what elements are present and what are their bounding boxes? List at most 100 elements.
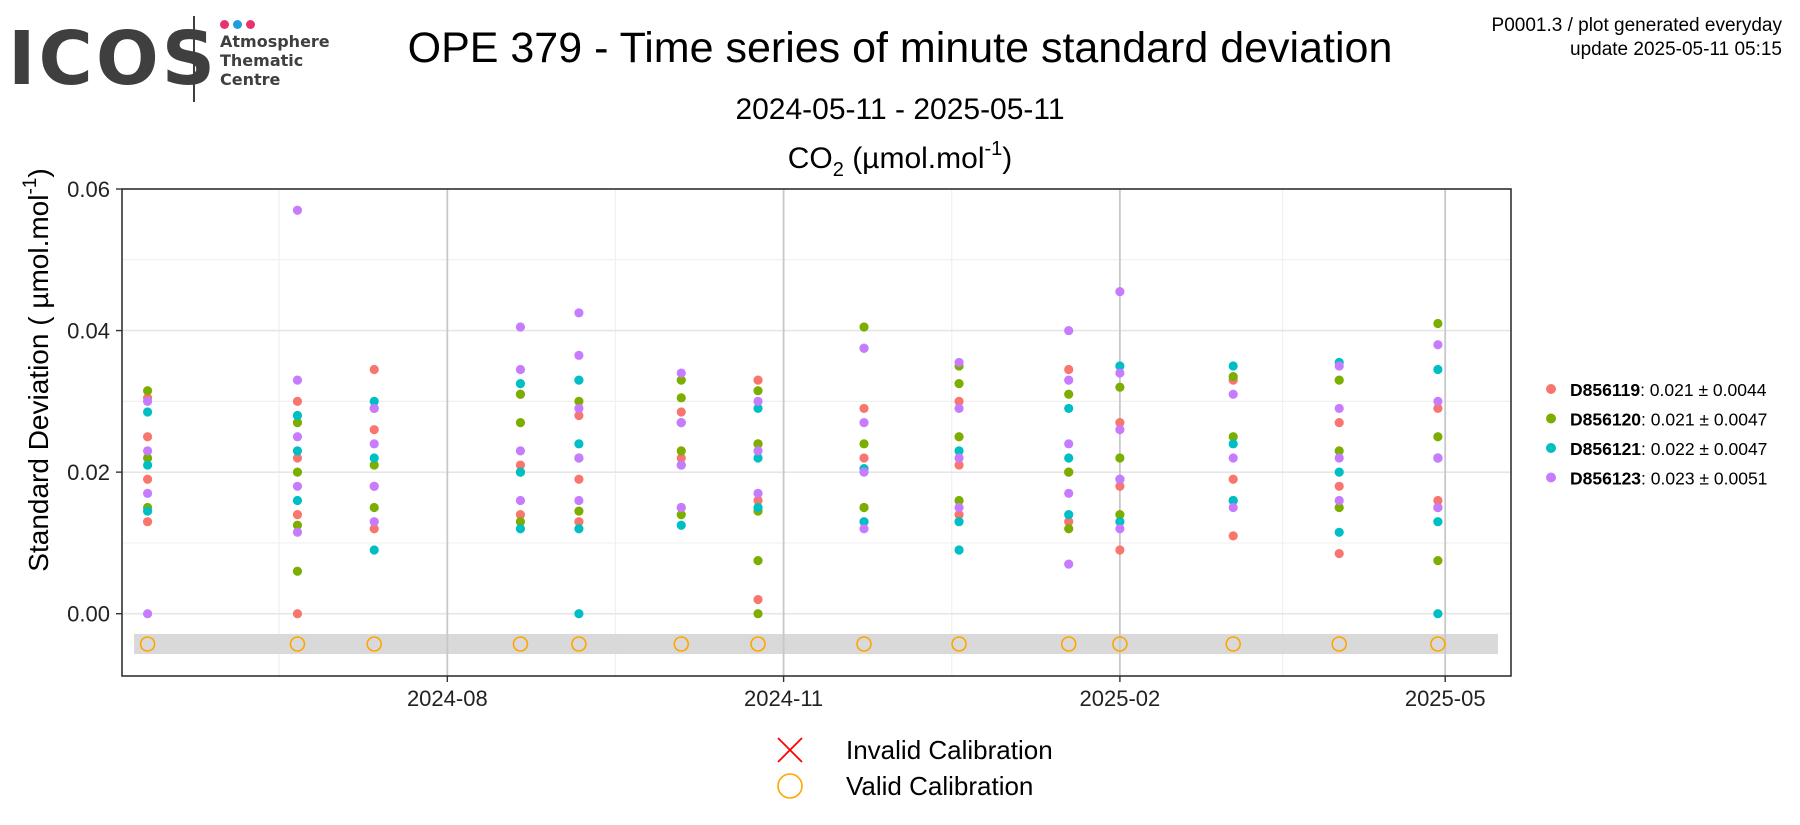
data-point-d856119 — [142, 517, 153, 527]
data-point-d856119 — [954, 510, 964, 520]
valid-calibration-key: Valid Calibration — [777, 771, 1033, 801]
data-point-d856121 — [753, 403, 763, 414]
icos-logo: ICOS Atmosphere Thematic Centre — [8, 14, 338, 106]
data-point-d856119 — [292, 609, 303, 619]
y-axis-title: Standard Deviation ( µmol.mol-1) — [20, 168, 54, 571]
chart-title-unit-sup: -1 — [984, 138, 1002, 160]
data-point-d856123 — [676, 502, 686, 513]
data-point-d856119 — [292, 453, 303, 463]
data-point-d856120 — [1228, 432, 1238, 442]
data-point-d856123 — [515, 364, 526, 375]
data-point-d856123 — [1228, 453, 1238, 463]
valid-calibration-marker — [571, 636, 587, 652]
data-point-d856121 — [292, 495, 303, 506]
data-point-d856120 — [1115, 382, 1125, 392]
data-point-d856120 — [954, 379, 964, 389]
data-point-d856121 — [859, 517, 869, 527]
data-point-d856123 — [1115, 474, 1125, 484]
valid-calibration-marker — [512, 636, 529, 652]
data-point-d856119 — [1064, 517, 1074, 527]
data-point-d856123 — [574, 453, 584, 463]
data-point-d856121 — [515, 379, 526, 389]
y-tick-label: 0.00 — [67, 602, 110, 627]
data-point-d856123 — [859, 467, 869, 477]
data-point-d856121 — [1228, 495, 1238, 506]
data-point-d856123 — [859, 343, 869, 353]
data-point-d856120 — [515, 389, 526, 399]
data-point-d856123 — [574, 495, 584, 506]
y-axis-title-main: Standard Deviation ( µmol.mol — [23, 195, 54, 572]
calibration-legend: Invalid Calibration Valid Calibration — [777, 735, 1053, 801]
data-point-d856123 — [369, 439, 379, 449]
data-point-d856120 — [142, 453, 153, 463]
data-point-d856121 — [142, 407, 153, 417]
data-point-d856119 — [142, 432, 153, 442]
data-point-d856123 — [753, 396, 763, 406]
plot-border — [121, 188, 1512, 677]
data-point-d856120 — [574, 506, 584, 516]
data-point-d856123 — [292, 432, 303, 442]
data-point-d856123 — [1433, 396, 1443, 406]
legend-key-d856119 — [1546, 384, 1556, 394]
data-point-d856120 — [1334, 375, 1344, 385]
data-point-d856123 — [753, 446, 763, 456]
data-point-d856119 — [1334, 417, 1344, 428]
data-point-d856121 — [369, 545, 379, 555]
data-point-d856120 — [1115, 510, 1125, 520]
data-point-d856123 — [954, 357, 964, 368]
calibration-band — [134, 634, 1498, 654]
chart-title-species-sub: 2 — [833, 159, 844, 181]
x-tick-label: 2025-02 — [1080, 686, 1161, 711]
data-point-d856121 — [515, 524, 526, 534]
page-title: OPE 379 - Time series of minute standard… — [408, 24, 1393, 72]
data-point-d856120 — [1228, 371, 1238, 382]
valid-calibration-label: Valid Calibration — [846, 771, 1033, 801]
data-point-d856121 — [515, 467, 526, 477]
legend-entry-d856120: D856120: 0.021 ± 0.0047 — [1570, 410, 1767, 430]
data-point-d856123 — [1064, 325, 1074, 336]
legend-key-d856120 — [1546, 413, 1556, 424]
data-point-d856119 — [574, 410, 584, 421]
data-point-d856119 — [676, 453, 686, 463]
legend-series-name: D856120 — [1570, 410, 1641, 430]
data-point-d856119 — [859, 403, 869, 414]
data-point-d856123 — [1334, 495, 1344, 506]
data-point-d856120 — [676, 375, 686, 385]
data-point-d856121 — [954, 446, 964, 456]
data-point-d856119 — [859, 453, 869, 463]
data-point-d856121 — [1064, 403, 1074, 414]
x-tick-label: 2025-05 — [1405, 686, 1486, 711]
legend-series-stat: : 0.023 ± 0.0051 — [1641, 469, 1767, 489]
data-point-d856120 — [1064, 524, 1074, 534]
valid-calibration-marker — [856, 636, 872, 652]
valid-calibration-symbol — [777, 773, 803, 799]
data-point-d856119 — [954, 396, 964, 406]
data-point-d856121 — [1334, 527, 1344, 537]
data-point-d856123 — [1334, 453, 1344, 463]
data-point-d856123 — [142, 488, 153, 498]
data-point-d856123 — [515, 495, 526, 506]
data-point-d856119 — [1115, 481, 1125, 491]
logo-line-2: Thematic — [220, 51, 304, 70]
data-point-d856121 — [954, 517, 964, 527]
chart-title: CO2 (µmol.mol-1) — [788, 138, 1013, 181]
data-point-d856119 — [1064, 364, 1074, 375]
data-point-d856120 — [369, 460, 379, 470]
data-point-d856120 — [1064, 389, 1074, 399]
data-point-d856121 — [1228, 361, 1238, 371]
axes: 0.00 0.02 0.04 0.06 2024-08 2024-11 2025-02 202… — [67, 177, 1485, 711]
valid-calibration-marker — [366, 636, 383, 652]
logo-dot — [246, 20, 255, 29]
data-point-d856123 — [954, 403, 964, 414]
data-point-d856123 — [676, 460, 686, 470]
data-point-d856120 — [142, 386, 153, 396]
invalid-calibration-key: Invalid Calibration — [777, 735, 1053, 765]
legend-series-name: D856121 — [1570, 439, 1641, 459]
data-point-d856123 — [1115, 425, 1125, 435]
legend-key-d856121 — [1546, 443, 1556, 453]
data-point-d856121 — [1115, 517, 1125, 527]
logo-wordmark: ICOS — [8, 16, 219, 102]
data-point-d856123 — [292, 375, 303, 385]
data-point-d856119 — [574, 517, 584, 527]
